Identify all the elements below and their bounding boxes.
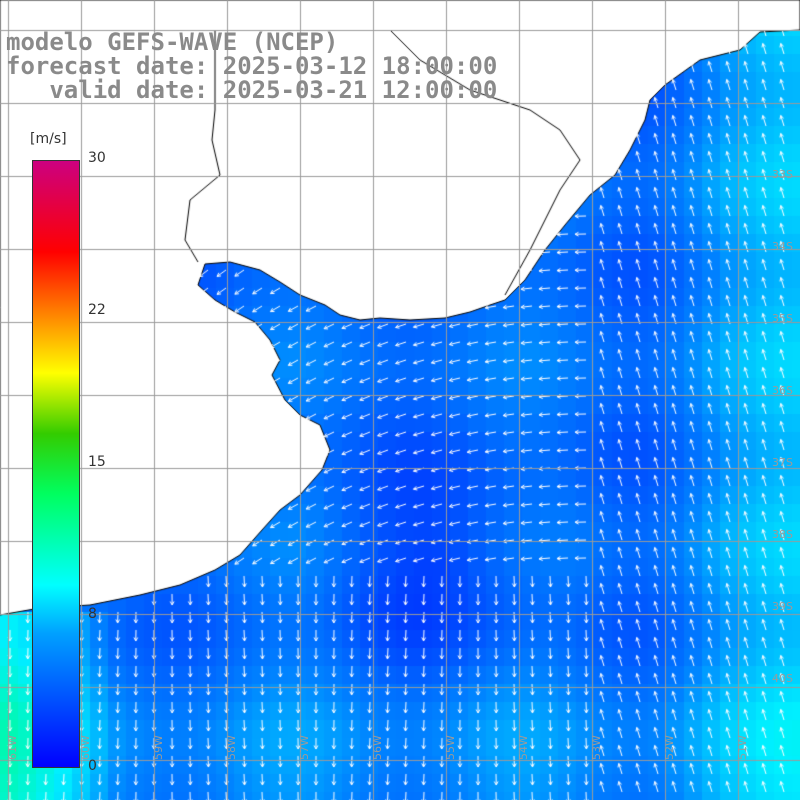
lon-label-56w: 56W [371,735,384,760]
lon-label-54w: 54W [517,735,530,760]
lon-label-52w: 52W [663,735,676,760]
lat-label-37s: 37S [772,456,793,469]
title-valid-date: valid date: 2025-03-21 12:00:00 [6,76,498,104]
lat-label-33s: 33S [772,168,793,181]
lat-label-39s: 39S [772,600,793,613]
lon-label-53w: 53W [590,735,603,760]
lat-label-38s: 38S [772,528,793,541]
title-block: modelo GEFS-WAVE (NCEP) forecast date: 20… [6,30,497,102]
title-forecast-date: forecast date: 2025-03-12 18:00:00 [6,52,498,80]
lon-label-59w: 59W [152,735,165,760]
lon-label-60w: 60W [79,735,92,760]
lat-label-34s: 34S [772,240,793,253]
lon-label-57w: 57W [298,735,311,760]
lat-label-40s: 40S [772,672,793,685]
lon-label-61w: 61W [6,735,19,760]
lon-label-58w: 58W [225,735,238,760]
lon-label-55w: 55W [444,735,457,760]
lon-label-51w: 51W [736,735,749,760]
lat-label-36s: 36S [772,384,793,397]
title-model: modelo GEFS-WAVE (NCEP) [6,28,339,56]
lat-label-35s: 35S [772,312,793,325]
